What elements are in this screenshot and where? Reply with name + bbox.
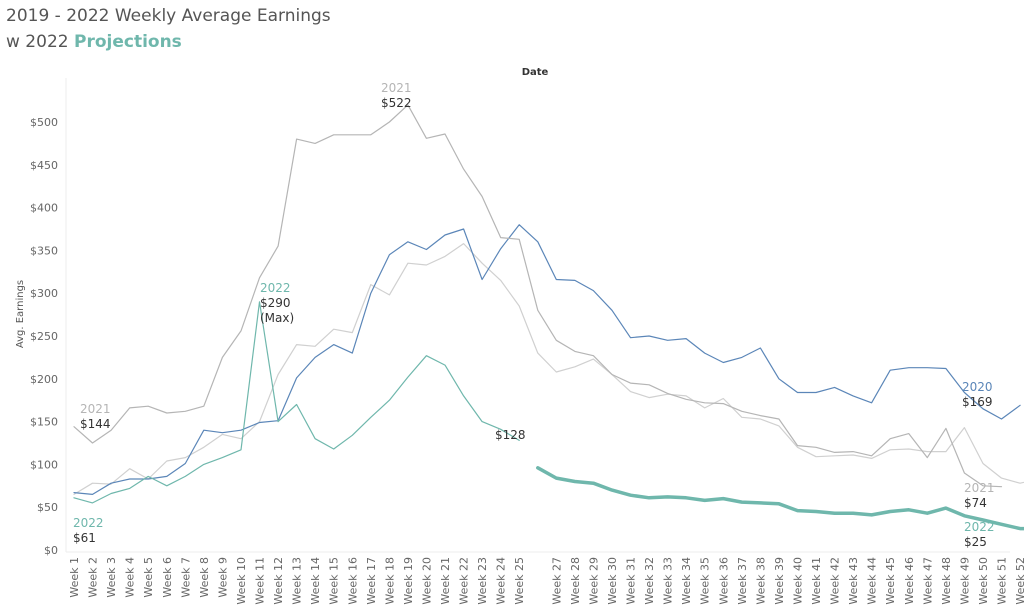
x-tick-label: Week 19 (402, 557, 415, 605)
y-tick-label: $450 (30, 159, 58, 172)
x-tick-label: Week 35 (699, 557, 712, 605)
annotation-label: $128 (495, 428, 526, 442)
annotation-label: (Max) (260, 311, 294, 325)
annotation-label: $290 (260, 296, 291, 310)
series-line-s2022 (73, 301, 520, 504)
annotation-label: 2021 (964, 481, 995, 495)
x-tick-label: Week 23 (476, 557, 489, 605)
x-tick-label: Week 29 (587, 557, 600, 605)
x-tick-label: Week 41 (810, 557, 823, 605)
x-tick-label: Week 30 (606, 557, 619, 605)
series-line-s2021 (73, 104, 1003, 488)
y-tick-label: $350 (30, 244, 58, 257)
y-tick-label: $150 (30, 416, 58, 429)
y-tick-label: $0 (44, 544, 58, 557)
x-tick-label: Week 25 (513, 557, 526, 605)
x-tick-label: Week 36 (717, 557, 730, 605)
x-tick-label: Week 8 (198, 557, 211, 598)
x-tick-label: Week 39 (773, 557, 786, 605)
y-tick-label: $500 (30, 116, 58, 129)
series-line-projection (536, 466, 1024, 531)
annotation-label: $74 (964, 496, 987, 510)
annotation-label: 2022 (260, 281, 291, 295)
x-tick-label: Week 12 (272, 557, 285, 605)
title-prefix: w 2022 (6, 32, 69, 52)
y-tick-label: $400 (30, 202, 58, 215)
annotation-label: 2022 (73, 516, 104, 530)
x-axis-title: Date (522, 67, 549, 78)
x-tick-label: Week 13 (291, 557, 304, 605)
x-tick-label: Week 10 (235, 557, 248, 605)
x-tick-label: Week 5 (142, 557, 155, 598)
x-tick-label: Week 24 (495, 557, 508, 605)
x-tick-label: Week 20 (420, 557, 433, 605)
x-tick-label: Week 51 (996, 557, 1009, 605)
x-tick-label: Week 3 (105, 557, 118, 598)
x-tick-label: Week 33 (662, 557, 675, 605)
y-tick-label: $50 (37, 501, 58, 514)
x-tick-label: Week 22 (458, 557, 471, 605)
x-tick-label: Week 9 (216, 557, 229, 598)
x-tick-label: Week 18 (383, 557, 396, 605)
x-tick-label: Week 7 (179, 557, 192, 598)
annotation-label: $144 (80, 417, 111, 431)
series-line-s2020 (73, 224, 1021, 495)
x-tick-label: Week 52 (1014, 557, 1024, 605)
x-tick-label: Week 31 (625, 557, 638, 605)
x-tick-label: Week 37 (736, 557, 749, 605)
annotation-label: 2020 (962, 380, 993, 394)
x-tick-label: Week 38 (754, 557, 767, 605)
annotation-label: $61 (73, 531, 96, 545)
series-line-s2019 (73, 243, 1024, 495)
chart-title-line-1: 2019 - 2022 Weekly Average Earnings (6, 6, 331, 26)
x-tick-label: Week 44 (866, 557, 879, 605)
x-tick-label: Week 46 (903, 557, 916, 605)
annotation-label: $25 (964, 535, 987, 549)
y-tick-label: $300 (30, 287, 58, 300)
x-tick-label: Week 17 (365, 557, 378, 605)
y-tick-label: $200 (30, 373, 58, 386)
annotation-label: 2021 (80, 402, 111, 416)
x-tick-label: Week 50 (977, 557, 990, 605)
x-tick-label: Week 49 (958, 557, 971, 605)
x-tick-label: Week 6 (161, 557, 174, 598)
x-tick-label: Week 27 (550, 557, 563, 605)
x-tick-label: Week 34 (680, 557, 693, 605)
annotation-label: 2021 (381, 81, 412, 95)
x-tick-label: Week 47 (921, 557, 934, 605)
x-tick-label: Week 48 (940, 557, 953, 605)
annotation-label: $169 (962, 395, 993, 409)
x-tick-label: Week 40 (791, 557, 804, 605)
annotation-label: $522 (381, 96, 412, 110)
y-axis-title: Avg. Earnings (15, 280, 26, 348)
chart-title-line-2: w 2022 Projections (6, 30, 182, 54)
title-projections: Projections (73, 32, 182, 52)
x-tick-label: Week 14 (309, 557, 322, 605)
x-tick-label: Week 16 (346, 557, 359, 605)
x-tick-label: Week 2 (87, 557, 100, 598)
x-tick-label: Week 4 (124, 557, 137, 598)
x-tick-label: Week 45 (884, 557, 897, 605)
x-tick-label: Week 28 (569, 557, 582, 605)
x-tick-label: Week 11 (254, 557, 267, 605)
x-tick-label: Week 42 (829, 557, 842, 605)
y-tick-label: $250 (30, 330, 58, 343)
x-tick-label: Week 43 (847, 557, 860, 605)
x-tick-label: Week 32 (643, 557, 656, 605)
x-tick-label: Week 1 (68, 557, 81, 598)
x-tick-label: Week 15 (328, 557, 341, 605)
y-tick-label: $100 (30, 458, 58, 471)
x-tick-label: Week 21 (439, 557, 452, 605)
annotation-label: 2022 (964, 520, 995, 534)
